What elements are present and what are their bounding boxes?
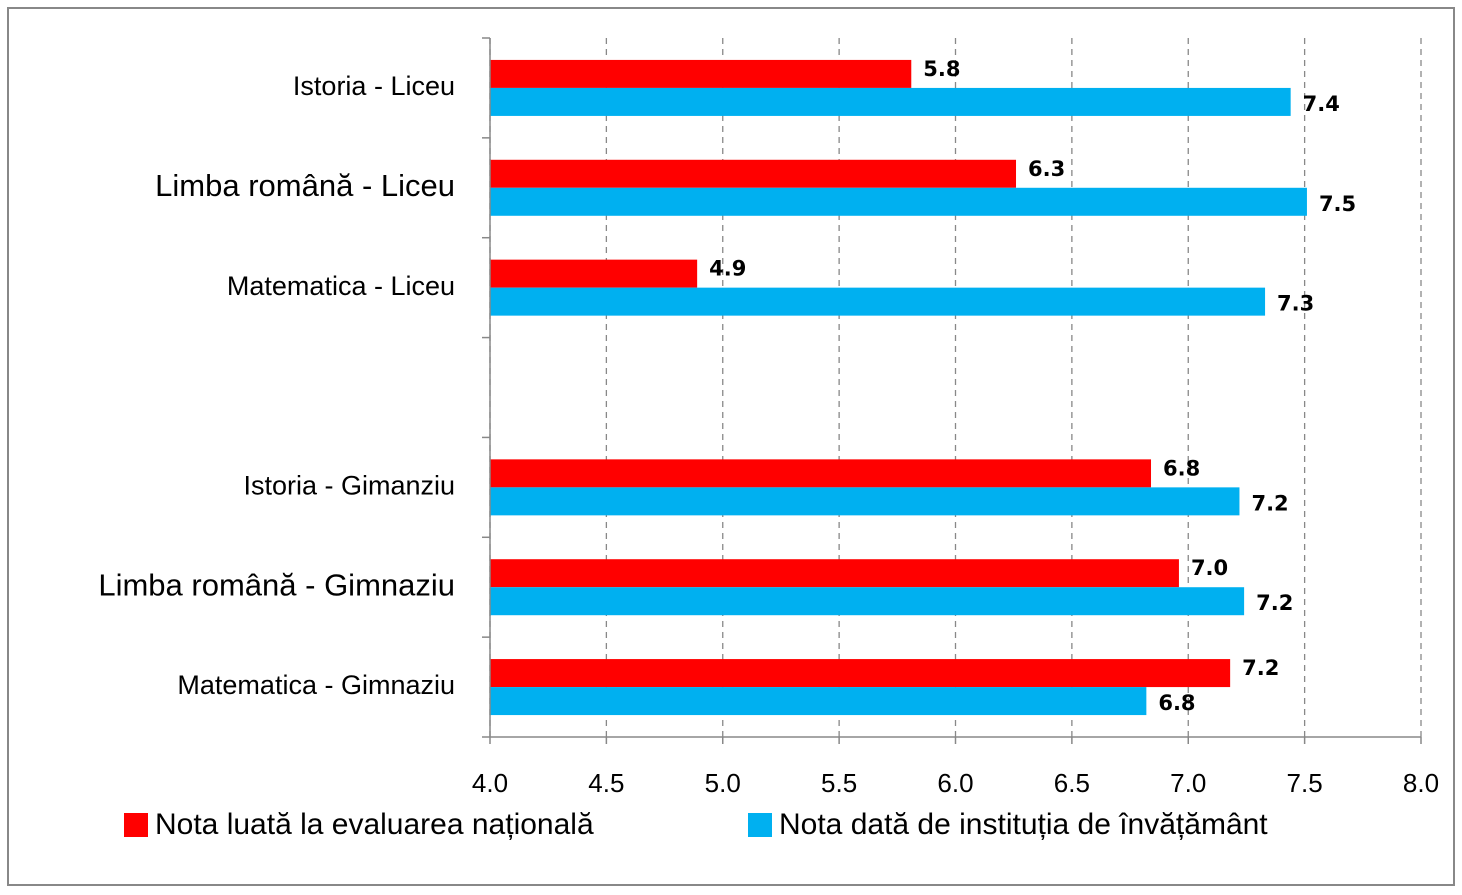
y-tick-label: Istoria - Gimanziu xyxy=(243,470,455,500)
bar xyxy=(490,87,1291,116)
x-tick-label: 6.0 xyxy=(937,768,973,798)
bar xyxy=(490,259,698,288)
value-label: 7.3 xyxy=(1277,292,1314,316)
x-tick-label: 8.0 xyxy=(1403,768,1439,798)
legend-label: Nota dată de instituția de învățământ xyxy=(779,808,1268,841)
x-tick-label: 4.0 xyxy=(472,768,508,798)
bar xyxy=(490,187,1307,216)
value-label: 7.2 xyxy=(1256,591,1293,615)
value-label: 7.2 xyxy=(1242,656,1279,680)
value-label: 7.2 xyxy=(1251,491,1288,515)
x-tick-label: 5.0 xyxy=(705,768,741,798)
value-label: 7.5 xyxy=(1319,192,1356,216)
bar xyxy=(490,487,1240,516)
y-tick-label: Matematica - Liceu xyxy=(227,271,455,301)
bar xyxy=(490,459,1152,488)
value-label: 6.8 xyxy=(1163,456,1200,480)
bar xyxy=(490,59,912,88)
legend-label: Nota luată la evaluarea națională xyxy=(155,808,594,841)
y-tick-label: Limba română - Liceu xyxy=(155,168,455,203)
value-label: 7.4 xyxy=(1303,92,1340,116)
x-tick-label: 7.0 xyxy=(1170,768,1206,798)
x-tick-label: 6.5 xyxy=(1054,768,1090,798)
value-label: 7.0 xyxy=(1191,556,1228,580)
bar xyxy=(490,287,1266,316)
y-tick-label: Istoria - Liceu xyxy=(293,71,455,101)
value-label: 6.3 xyxy=(1028,157,1065,181)
value-label: 4.9 xyxy=(709,257,746,281)
legend-swatch xyxy=(748,813,772,837)
bar xyxy=(490,659,1231,688)
legend-swatch xyxy=(124,813,148,837)
value-label: 5.8 xyxy=(923,57,960,81)
x-tick-label: 5.5 xyxy=(821,768,857,798)
value-label: 6.8 xyxy=(1158,691,1195,715)
bar xyxy=(490,559,1179,588)
bar xyxy=(490,159,1017,188)
x-tick-label: 7.5 xyxy=(1287,768,1323,798)
x-tick-label: 4.5 xyxy=(588,768,624,798)
y-tick-label: Limba română - Gimnaziu xyxy=(98,567,455,602)
y-tick-label: Matematica - Gimnaziu xyxy=(177,670,455,700)
bar xyxy=(490,687,1147,716)
chart-border xyxy=(7,7,1455,886)
bar xyxy=(490,587,1245,616)
